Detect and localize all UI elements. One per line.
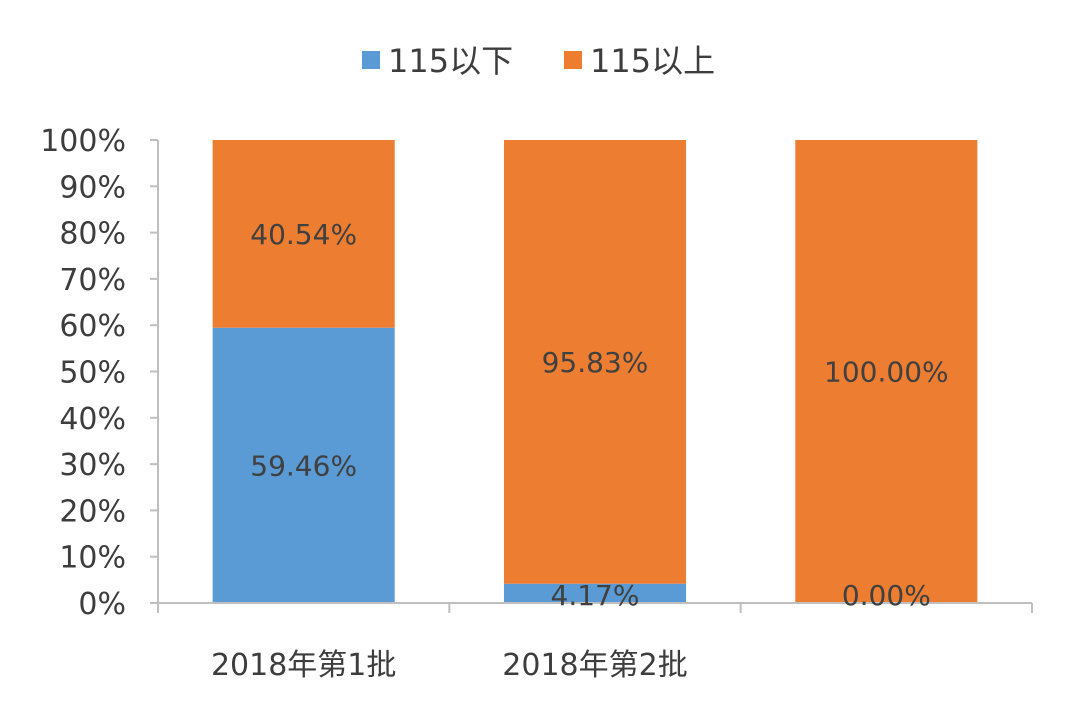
data-labels: 59.46% 40.54% 4.17% 95.83% 0.00% 100.00% — [250, 218, 948, 612]
y-tick-label: 20% — [59, 494, 126, 529]
bar-segment — [503, 140, 687, 584]
bar-segment — [212, 140, 395, 328]
x-category-label: 2018年第1批 — [211, 648, 396, 683]
y-tick-label: 0% — [78, 587, 126, 622]
y-tick-label: 80% — [59, 217, 126, 252]
y-tick-label: 40% — [59, 402, 126, 437]
y-tick-label: 30% — [59, 448, 126, 483]
legend-swatch — [362, 51, 380, 69]
y-tick-label: 60% — [59, 309, 126, 344]
bar-segment — [795, 140, 978, 603]
data-label: 95.83% — [542, 346, 649, 379]
y-tick-label: 10% — [59, 541, 126, 576]
legend: 115以下 115以上 — [362, 42, 715, 80]
bar-segment — [503, 583, 687, 603]
data-label: 40.54% — [250, 218, 357, 251]
y-tick-label: 100% — [40, 124, 126, 159]
y-tick-label: 90% — [59, 170, 126, 205]
y-tick-label: 50% — [59, 356, 126, 391]
y-axis: 0% 10% 20% 30% 40% 50% 60% 70% 80% 90% 100% — [40, 124, 159, 622]
data-label: 59.46% — [250, 449, 357, 482]
legend-label: 115以上 — [590, 42, 715, 80]
x-axis: 2018年第1批 2018年第2批 — [157, 602, 1033, 683]
legend-label: 115以下 — [388, 42, 513, 80]
x-category-label: 2018年第2批 — [502, 648, 687, 683]
bars — [212, 140, 978, 603]
data-label: 0.00% — [842, 579, 931, 612]
data-label: 4.17% — [551, 579, 640, 612]
y-tick-label: 70% — [59, 263, 126, 298]
data-label: 100.00% — [824, 356, 949, 389]
legend-swatch — [564, 51, 582, 69]
bar-segment — [212, 327, 395, 603]
